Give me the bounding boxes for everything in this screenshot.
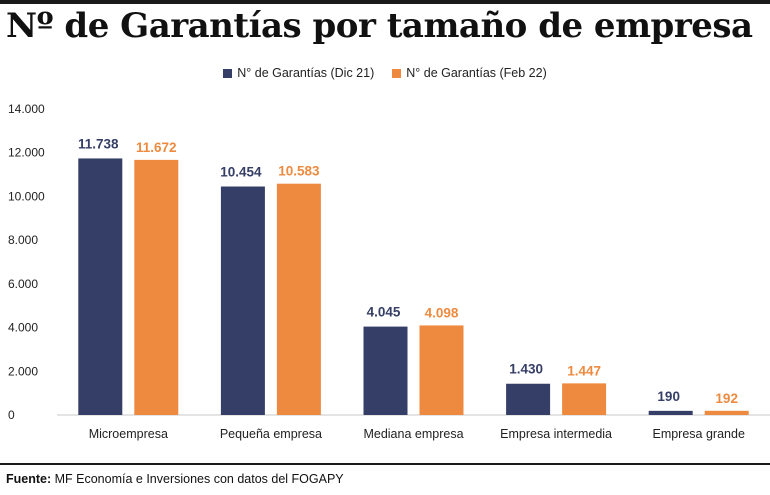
y-tick-label: 12.000 xyxy=(8,146,45,160)
chart-title: Nº de Garantías por tamaño de empresa xyxy=(6,6,753,46)
bar-dic21 xyxy=(220,186,265,415)
y-tick-label: 8.000 xyxy=(8,233,38,247)
source-label: Fuente: xyxy=(6,472,52,486)
x-tick-label: Mediana empresa xyxy=(363,427,463,441)
legend-label-dic21: N° de Garantías (Dic 21) xyxy=(237,66,375,80)
y-tick-label: 0 xyxy=(8,408,15,422)
bar-dic21 xyxy=(648,410,693,415)
data-label-dic21: 10.454 xyxy=(220,165,262,180)
data-label-feb22: 192 xyxy=(715,391,738,406)
y-tick-label: 14.000 xyxy=(8,102,45,116)
data-label-feb22: 1.447 xyxy=(567,363,601,378)
bar-dic21 xyxy=(78,158,123,415)
x-tick-label: Pequeña empresa xyxy=(220,427,322,441)
legend-item-dic21: N° de Garantías (Dic 21) xyxy=(223,66,374,80)
bar-feb22 xyxy=(562,383,607,415)
data-label-feb22: 11.672 xyxy=(136,140,177,155)
bar-dic21 xyxy=(363,326,408,415)
y-tick-label: 6.000 xyxy=(8,277,38,291)
legend-swatch-feb22 xyxy=(392,68,402,78)
y-tick-label: 10.000 xyxy=(8,189,45,203)
data-label-feb22: 10.583 xyxy=(278,164,320,179)
legend-swatch-dic21 xyxy=(223,68,233,78)
y-tick-label: 4.000 xyxy=(8,321,38,335)
bottom-rule xyxy=(0,463,770,465)
x-tick-label: Empresa intermedia xyxy=(500,427,612,441)
x-tick-label: Microempresa xyxy=(89,427,168,441)
bar-feb22 xyxy=(704,410,749,415)
data-label-dic21: 190 xyxy=(657,389,680,404)
x-tick-label: Empresa grande xyxy=(652,427,744,441)
legend-label-feb22: N° de Garantías (Feb 22) xyxy=(406,66,547,80)
data-label-dic21: 11.738 xyxy=(78,136,119,151)
source-text: MF Economía e Inversiones con datos del … xyxy=(54,472,344,486)
data-label-dic21: 4.045 xyxy=(367,305,401,320)
data-label-dic21: 1.430 xyxy=(509,362,543,377)
data-label-feb22: 4.098 xyxy=(425,305,459,320)
bar-dic21 xyxy=(506,383,551,415)
top-rule xyxy=(0,0,770,4)
chart-legend: N° de Garantías (Dic 21) N° de Garantías… xyxy=(0,66,770,80)
bar-feb22 xyxy=(276,183,321,415)
legend-item-feb22: N° de Garantías (Feb 22) xyxy=(392,66,547,80)
y-tick-label: 2.000 xyxy=(8,364,38,378)
source-note: Fuente: MF Economía e Inversiones con da… xyxy=(6,472,344,486)
bar-feb22 xyxy=(134,159,179,415)
bar-feb22 xyxy=(419,325,464,415)
